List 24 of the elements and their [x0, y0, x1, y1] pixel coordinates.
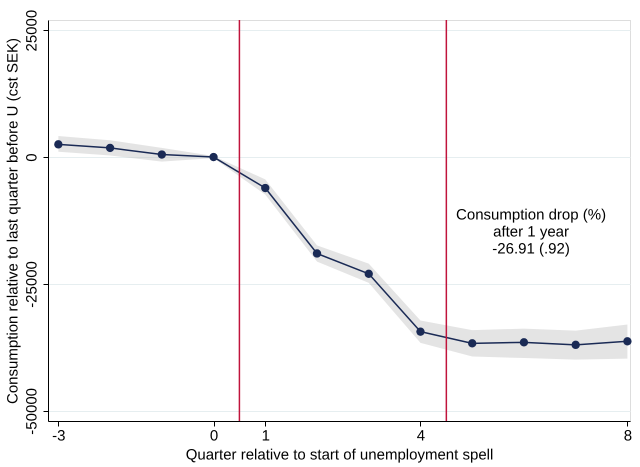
point	[623, 337, 632, 346]
annotation: Consumption drop (%) after 1 year -26.91 (.92)	[456, 206, 606, 258]
point	[571, 340, 580, 350]
point	[312, 249, 322, 258]
x-tick-label: 8	[624, 428, 632, 444]
y-tick-label: -25000	[24, 261, 40, 308]
point	[364, 270, 373, 278]
x-axis-title: Quarter relative to start of unemployment spell	[186, 446, 494, 464]
point	[54, 140, 63, 149]
y-tick-label: 25000	[24, 10, 40, 52]
point	[520, 338, 528, 346]
point	[416, 327, 425, 336]
x-tick-label: 0	[210, 428, 218, 444]
x-tick-label: 1	[262, 428, 270, 444]
y-axis-title: Consumption relative to last quarter before U (cst SEK)	[4, 38, 22, 404]
y-tick-label: -50000	[24, 388, 40, 435]
point	[209, 152, 218, 162]
point	[158, 150, 166, 159]
point	[261, 184, 270, 192]
x-tick-label: -3	[52, 428, 66, 444]
x-tick-label: 4	[416, 428, 426, 444]
point	[106, 144, 114, 152]
point	[468, 339, 476, 348]
y-tick-label: 0	[24, 153, 40, 162]
